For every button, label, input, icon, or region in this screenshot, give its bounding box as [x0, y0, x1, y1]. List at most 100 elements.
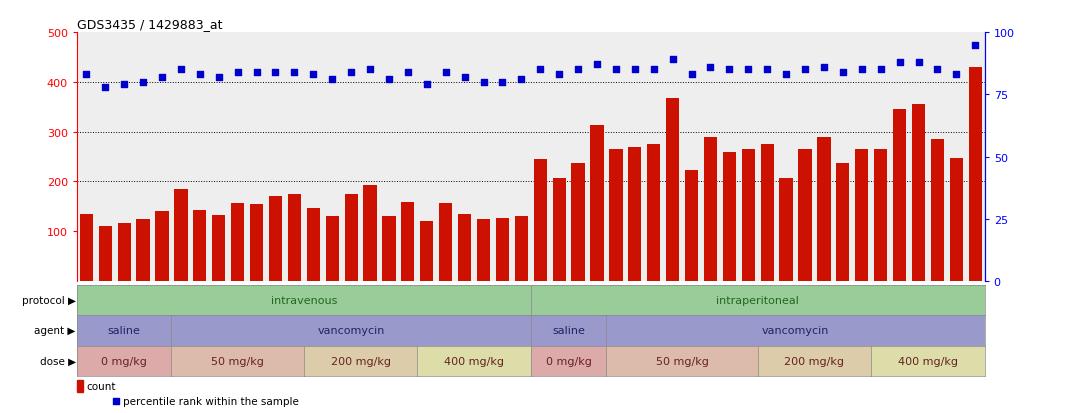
Point [437, 69, 454, 76]
Point [97, 84, 114, 91]
Bar [77, 380, 83, 392]
Text: 400 mg/kg: 400 mg/kg [898, 356, 958, 366]
Point [513, 77, 530, 83]
Point [967, 42, 984, 49]
Bar [704, 137, 717, 281]
Point [154, 74, 171, 81]
Point [758, 67, 775, 74]
Point [230, 69, 247, 76]
Bar [420, 222, 434, 281]
Point [797, 67, 814, 74]
Text: intravenous: intravenous [270, 295, 337, 306]
Text: 200 mg/kg: 200 mg/kg [331, 356, 391, 366]
Text: 50 mg/kg: 50 mg/kg [656, 356, 708, 366]
Bar [571, 164, 584, 281]
Text: saline: saline [108, 325, 141, 336]
Point [191, 72, 208, 78]
Point [873, 67, 890, 74]
Bar [591, 126, 603, 281]
Bar [780, 178, 792, 281]
Bar [477, 219, 490, 281]
Bar [155, 212, 169, 281]
Bar [874, 150, 888, 281]
Point [588, 62, 606, 69]
Bar [174, 190, 188, 281]
Point [399, 69, 417, 76]
Bar [213, 215, 225, 281]
Point [475, 79, 492, 86]
Text: count: count [87, 381, 116, 391]
Text: GDS3435 / 1429883_at: GDS3435 / 1429883_at [77, 17, 222, 31]
Text: vancomycin: vancomycin [317, 325, 384, 336]
Bar [496, 218, 509, 281]
Bar [647, 145, 660, 281]
Point [664, 57, 681, 64]
Point [608, 67, 625, 74]
Bar [666, 99, 679, 281]
Point [172, 67, 189, 74]
Point [324, 77, 341, 83]
Point [815, 64, 832, 71]
Bar [931, 140, 944, 281]
Point [684, 72, 701, 78]
Point [343, 69, 360, 76]
Bar [382, 217, 395, 281]
Point [721, 67, 738, 74]
Text: 400 mg/kg: 400 mg/kg [444, 356, 504, 366]
Text: dose ▶: dose ▶ [40, 356, 76, 366]
Bar [969, 68, 981, 281]
Bar [80, 214, 93, 281]
Point [267, 69, 284, 76]
Point [419, 82, 436, 88]
Text: 50 mg/kg: 50 mg/kg [211, 356, 264, 366]
Point [532, 67, 549, 74]
Bar [723, 152, 736, 281]
Point [493, 79, 511, 86]
Point [891, 59, 908, 66]
Bar [363, 186, 377, 281]
Bar [231, 203, 245, 281]
Point [286, 69, 303, 76]
Bar [609, 150, 623, 281]
Point [108, 398, 125, 404]
Bar [287, 195, 301, 281]
Bar [250, 204, 263, 281]
Point [626, 67, 643, 74]
Bar [912, 105, 925, 281]
Bar [760, 145, 774, 281]
Point [910, 59, 927, 66]
Bar [893, 110, 907, 281]
Bar [552, 178, 566, 281]
Point [456, 74, 473, 81]
Text: vancomycin: vancomycin [761, 325, 829, 336]
Text: percentile rank within the sample: percentile rank within the sample [123, 396, 299, 406]
Point [380, 77, 397, 83]
Bar [817, 137, 831, 281]
Bar [98, 227, 112, 281]
Point [210, 74, 227, 81]
Bar [741, 150, 755, 281]
Bar [949, 159, 963, 281]
Point [834, 69, 851, 76]
Point [78, 72, 95, 78]
Point [361, 67, 378, 74]
Bar [628, 147, 642, 281]
Bar [836, 164, 849, 281]
Bar [307, 208, 320, 281]
Bar [534, 160, 547, 281]
Point [929, 67, 946, 74]
Bar [193, 211, 206, 281]
Bar [137, 219, 150, 281]
Bar [326, 217, 339, 281]
Point [645, 67, 662, 74]
Text: saline: saline [552, 325, 585, 336]
Text: intraperitoneal: intraperitoneal [717, 295, 799, 306]
Text: 0 mg/kg: 0 mg/kg [546, 356, 592, 366]
Text: 200 mg/kg: 200 mg/kg [785, 356, 845, 366]
Bar [685, 171, 698, 281]
Text: agent ▶: agent ▶ [34, 325, 76, 336]
Bar [117, 223, 130, 281]
Point [702, 64, 719, 71]
Point [248, 69, 265, 76]
Bar [269, 197, 282, 281]
